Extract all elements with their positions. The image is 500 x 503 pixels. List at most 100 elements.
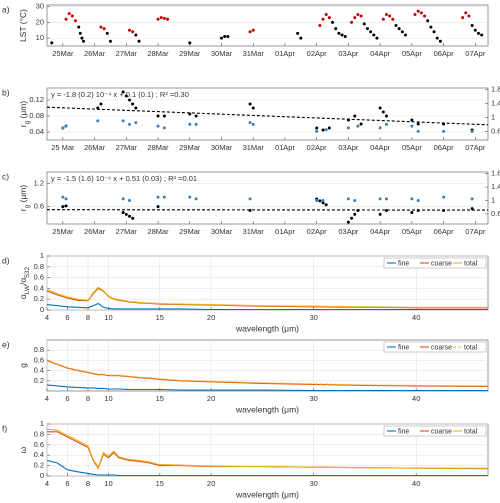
y-tick-label: 0.4 [34,450,44,459]
data-point [156,17,160,21]
data-point [416,199,420,203]
data-point [388,14,392,18]
x-tick-label: 03Apr [338,227,359,236]
annotation: y = -1.5 (1.6) 10⁻⁶ x + 0.51 (0.03) ; R²… [51,174,197,183]
data-point [324,128,328,132]
x-tick-label: 15 [156,479,164,488]
x-tick-label: 04Apr [370,143,391,152]
data-point [248,121,252,125]
data-point [315,126,319,130]
data-line [47,459,488,476]
legend-box [383,425,487,437]
data-point [121,197,125,201]
data-point [131,216,135,220]
data-point [391,17,395,21]
x-tick-label: 40 [412,479,420,488]
data-point [162,16,166,20]
legend-label: total [464,260,478,267]
y-tick-label: 0.6 [34,273,44,282]
data-point [416,209,420,213]
x-axis-label: wavelength (μm) [235,323,299,333]
x-tick-label: 31Mar [243,143,265,152]
data-point [324,203,328,207]
data-point [470,197,474,201]
data-point [299,36,303,40]
plot-frame [46,87,489,141]
data-point [442,195,446,199]
x-tick-label: 28Mar [147,49,169,58]
data-point [334,27,338,31]
data-point [127,214,131,218]
x-tick-label: 6 [65,479,69,488]
data-line [47,359,488,387]
data-point [429,25,433,29]
x-tick-label: 10 [104,394,112,403]
data-point [194,114,198,118]
x-tick-label: 40 [412,394,420,403]
x-tick-label: 02Apr [307,49,328,58]
y-tick-label: 0 [40,305,44,314]
x-tick-label: 10 [104,479,112,488]
y-tick-label: 0.6 [34,355,44,364]
y-tick-label: 0.2 [34,376,44,385]
data-point [384,12,388,16]
data-point [381,17,385,21]
data-point [356,124,360,128]
data-point [442,209,446,213]
data-point [137,39,141,43]
legend-label: total [464,344,478,351]
data-point [365,27,369,31]
data-point [194,197,198,201]
y-axis-label-part: α [18,294,28,299]
x-tick-label: 40 [412,313,420,322]
legend-label: coarse [431,260,452,267]
data-point [296,31,300,35]
x-tick-label: 26Mar [84,143,106,152]
data-point [470,24,474,27]
x-tick-label: 01Apr [275,49,296,58]
data-point [384,114,388,118]
data-point [64,17,68,21]
data-point [251,106,255,110]
y-axis-label: ω [18,446,28,453]
data-point [226,35,230,39]
x-tick-label: 27Mar [116,227,138,236]
data-point [96,106,100,110]
x-tick-label: 8 [86,313,90,322]
data-point [64,197,68,201]
data-point [470,129,474,133]
x-tick-label: 6 [65,313,69,322]
annotation: y = -1.8 (0.2) 10⁻⁴ x + 0.1 (0.1) ; R² =… [51,90,189,99]
data-point [321,17,325,21]
y2-tick-label: 0.6 [491,126,500,135]
data-point [353,16,357,20]
data-point [432,30,436,34]
data-point [131,30,135,34]
data-point [419,11,423,15]
data-point [356,12,360,16]
x-tick-label: 4 [45,394,49,403]
data-point [416,9,420,13]
data-point [315,199,319,203]
data-point [188,41,192,45]
y2-tick-label: 1.4 [491,99,500,108]
y-axis-label-part: g [24,204,31,208]
data-point [442,122,446,126]
data-point [346,197,350,201]
data-point [156,205,160,209]
panel-label: f) [2,423,7,433]
data-point [134,33,138,37]
x-tick-label: 30Mar [211,227,233,236]
data-point [70,14,74,18]
y-axis-label-part: (μm) [18,185,28,205]
data-point [124,94,128,98]
x-tick-label: 03Apr [338,49,359,58]
data-point [378,212,382,216]
y-tick-label: 0.2 [34,461,44,470]
x-tick-label: 15 [156,394,164,403]
data-point [470,207,474,211]
data-point [464,11,468,15]
data-point [410,118,414,122]
data-point [64,204,68,208]
data-point [413,12,417,16]
